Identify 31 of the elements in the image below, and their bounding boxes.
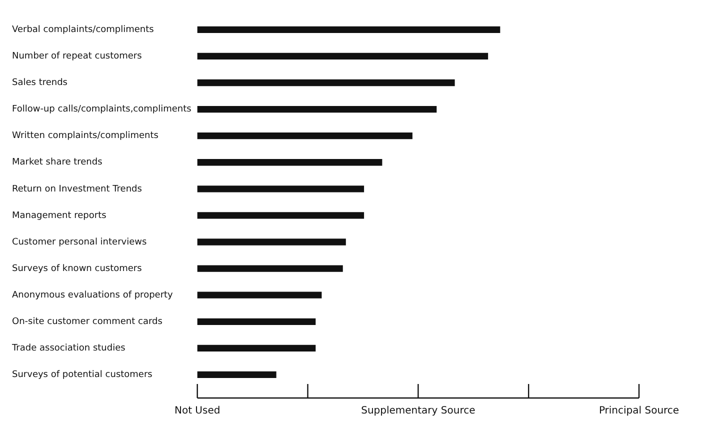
bar: [197, 371, 276, 378]
y-tick-label: Customer personal interviews: [12, 237, 147, 248]
y-tick-label: Market share trends: [12, 158, 103, 168]
text: Not Used: [174, 406, 220, 417]
y-tick-label: On-site customer comment cards: [12, 316, 163, 327]
y-tick-label: Number of repeat customers: [12, 52, 142, 62]
bar: [197, 159, 382, 166]
bar: [197, 344, 316, 352]
y-tick-label: Trade association studies: [11, 344, 126, 354]
y-tick-label: Anonymous evaluations of property: [12, 290, 174, 300]
bar: [197, 106, 437, 113]
bar: [197, 79, 455, 86]
y-tick-label: Surveys of potential customers: [12, 370, 153, 380]
y-tick-label: Surveys of known customers: [12, 264, 142, 274]
y-tick-label: Return on Investment Trends: [12, 184, 142, 194]
text: Principal Source: [598, 406, 680, 417]
bar: [197, 265, 343, 272]
bar: [197, 52, 488, 60]
bar: [197, 186, 364, 192]
bar: [197, 292, 322, 298]
bar: [197, 132, 412, 140]
text: Supplementary Source: [361, 406, 476, 417]
bar: [197, 318, 316, 325]
y-tick-label: Management reports: [12, 210, 107, 221]
y-tick-label: Sales trends: [12, 78, 68, 88]
bar: [197, 238, 346, 246]
bar: [197, 212, 364, 219]
y-tick-label: Follow-up calls/complaints,compliments: [12, 104, 192, 115]
bar: [197, 26, 500, 33]
y-tick-label: Written complaints/compliments: [12, 131, 159, 142]
y-tick-label: Verbal complaints/compliments: [12, 25, 154, 36]
